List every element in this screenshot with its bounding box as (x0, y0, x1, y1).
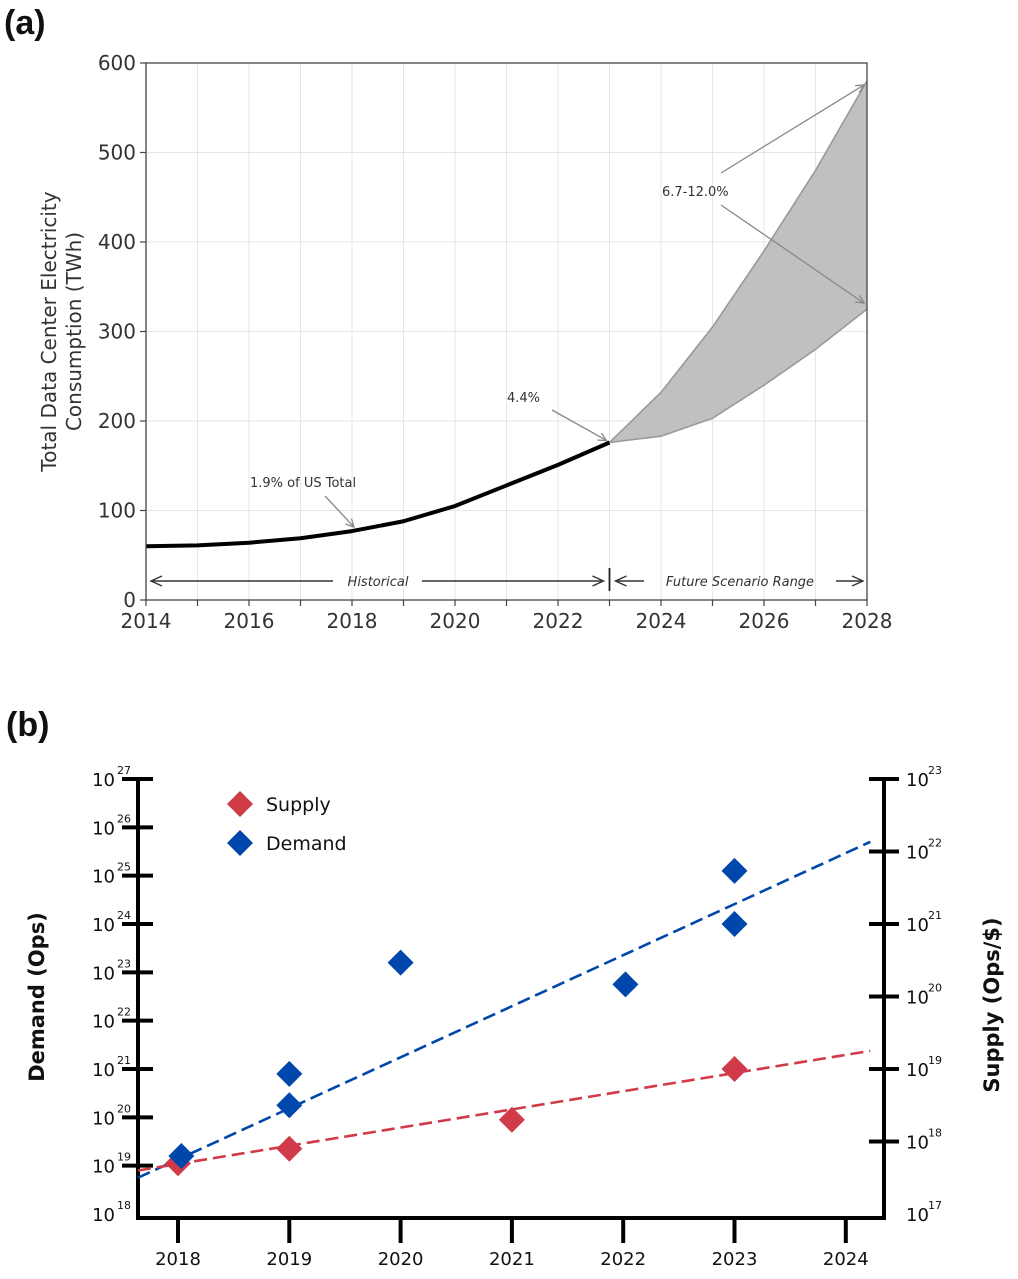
right-tick-exponent: 19 (928, 1054, 942, 1067)
left-tick-exponent: 21 (117, 1054, 131, 1067)
right-tick-label: 10 (906, 770, 929, 791)
x-tick-label: 2019 (266, 1249, 312, 1270)
left-tick-label: 10 (92, 818, 115, 839)
y-tick-label: 100 (98, 499, 136, 523)
right-tick-exponent: 20 (928, 982, 942, 995)
left-tick-label: 10 (92, 1157, 115, 1178)
left-tick-label: 10 (92, 1012, 115, 1033)
supply-point (498, 1106, 525, 1133)
left-tick-exponent: 26 (117, 812, 131, 825)
legend-demand-marker (227, 830, 253, 856)
left-tick-exponent: 23 (117, 957, 131, 970)
right-tick-label: 10 (906, 988, 929, 1009)
x-tick-label: 2021 (489, 1249, 535, 1270)
right-tick-exponent: 18 (928, 1127, 942, 1140)
supply-trend-line (137, 1049, 871, 1172)
demand-point (612, 971, 639, 998)
x-tick-label: 2016 (224, 609, 275, 633)
annotation-future-range: 6.7-12.0% (662, 185, 729, 200)
x-tick-label: 2020 (378, 1249, 424, 1270)
left-tick-label: 10 (92, 1108, 115, 1129)
legend-supply-marker (227, 791, 253, 817)
future-range-label: Future Scenario Range (666, 575, 814, 590)
right-tick-label: 10 (906, 1133, 929, 1154)
demand-point (276, 1092, 303, 1119)
y-tick-label: 300 (98, 320, 136, 344)
left-tick-exponent: 25 (117, 861, 131, 874)
right-tick-exponent: 21 (928, 909, 942, 922)
y-tick-label: 400 (98, 230, 136, 254)
chart-a-electricity: 2014 2016 2018 2020 2022 2024 2026 2028 0 100 200 3… (37, 51, 893, 633)
x-tick-label: 2022 (533, 609, 584, 633)
supply-point (721, 1056, 748, 1082)
annotation-future-arrow-lower (720, 204, 864, 303)
y-axis-label-line1: Total Data Center Electricity (37, 191, 61, 472)
future-lower-line (609, 308, 868, 444)
panel-label-a: (a) (4, 4, 46, 42)
x-tick-label: 2024 (823, 1249, 869, 1270)
right-tick-label: 10 (906, 843, 929, 864)
right-tick-exponent: 22 (928, 837, 942, 850)
y-tick-label: 500 (98, 141, 136, 165)
y-tick-label: 200 (98, 409, 136, 433)
x-tick-label: 2028 (842, 609, 893, 633)
demand-point (721, 911, 748, 937)
right-axis-title: Supply (Ops/$) (980, 917, 1004, 1092)
x-tick-label: 2020 (430, 609, 481, 633)
x-tick-label: 2018 (155, 1249, 201, 1270)
historical-line (145, 440, 611, 549)
annotation-us-total-arrow (324, 495, 354, 527)
left-tick-exponent: 20 (117, 1102, 131, 1115)
demand-trend-line (137, 840, 871, 1179)
left-tick-exponent: 24 (117, 909, 131, 922)
left-tick-label: 10 (92, 1205, 115, 1226)
demand-point (387, 949, 414, 976)
panel-label-b: (b) (6, 706, 50, 744)
left-tick-label: 10 (92, 770, 115, 791)
future-upper-line (608, 80, 868, 444)
annotation-us-total: 1.9% of US Total (250, 476, 356, 491)
future-range-fill (609, 80, 867, 443)
x-tick-label: 2024 (636, 609, 687, 633)
y-axis-label-line2: Consumption (TWh) (62, 232, 86, 431)
annotation-4-4-arrow (551, 409, 607, 440)
x-tick-label: 2022 (600, 1249, 646, 1270)
y-axis-label: Total Data Center Electricity Consumption… (37, 191, 86, 472)
x-tick-label: 2026 (739, 609, 790, 633)
supply-point (276, 1135, 303, 1162)
y-tick-label: 600 (98, 51, 136, 75)
left-tick-label: 10 (92, 867, 115, 888)
right-tick-label: 10 (906, 1060, 929, 1081)
right-tick-exponent: 17 (928, 1199, 942, 1212)
legend-demand-label: Demand (266, 833, 347, 855)
demand-point (276, 1060, 303, 1087)
demand-point (168, 1143, 195, 1169)
right-tick-label: 10 (906, 915, 929, 936)
historical-range-label: Historical (348, 575, 409, 590)
x-tick-label: 2014 (121, 609, 172, 633)
left-tick-exponent: 18 (117, 1199, 131, 1212)
demand-point (721, 857, 748, 884)
left-axis-title: Demand (Ops) (25, 912, 49, 1082)
left-tick-label: 10 (92, 915, 115, 936)
y-tick-label: 0 (123, 588, 136, 612)
annotation-future-arrow-upper (720, 85, 864, 174)
left-tick-label: 10 (92, 1060, 115, 1081)
left-tick-exponent: 27 (117, 764, 131, 777)
annotation-4-4: 4.4% (507, 391, 540, 406)
x-tick-label: 2018 (327, 609, 378, 633)
left-tick-exponent: 22 (117, 1006, 131, 1019)
x-tick-label: 2023 (712, 1249, 758, 1270)
left-tick-exponent: 19 (117, 1151, 131, 1164)
left-tick-label: 10 (92, 963, 115, 984)
right-tick-exponent: 23 (928, 764, 942, 777)
legend-supply-label: Supply (266, 794, 331, 816)
right-tick-label: 10 (906, 1205, 929, 1226)
